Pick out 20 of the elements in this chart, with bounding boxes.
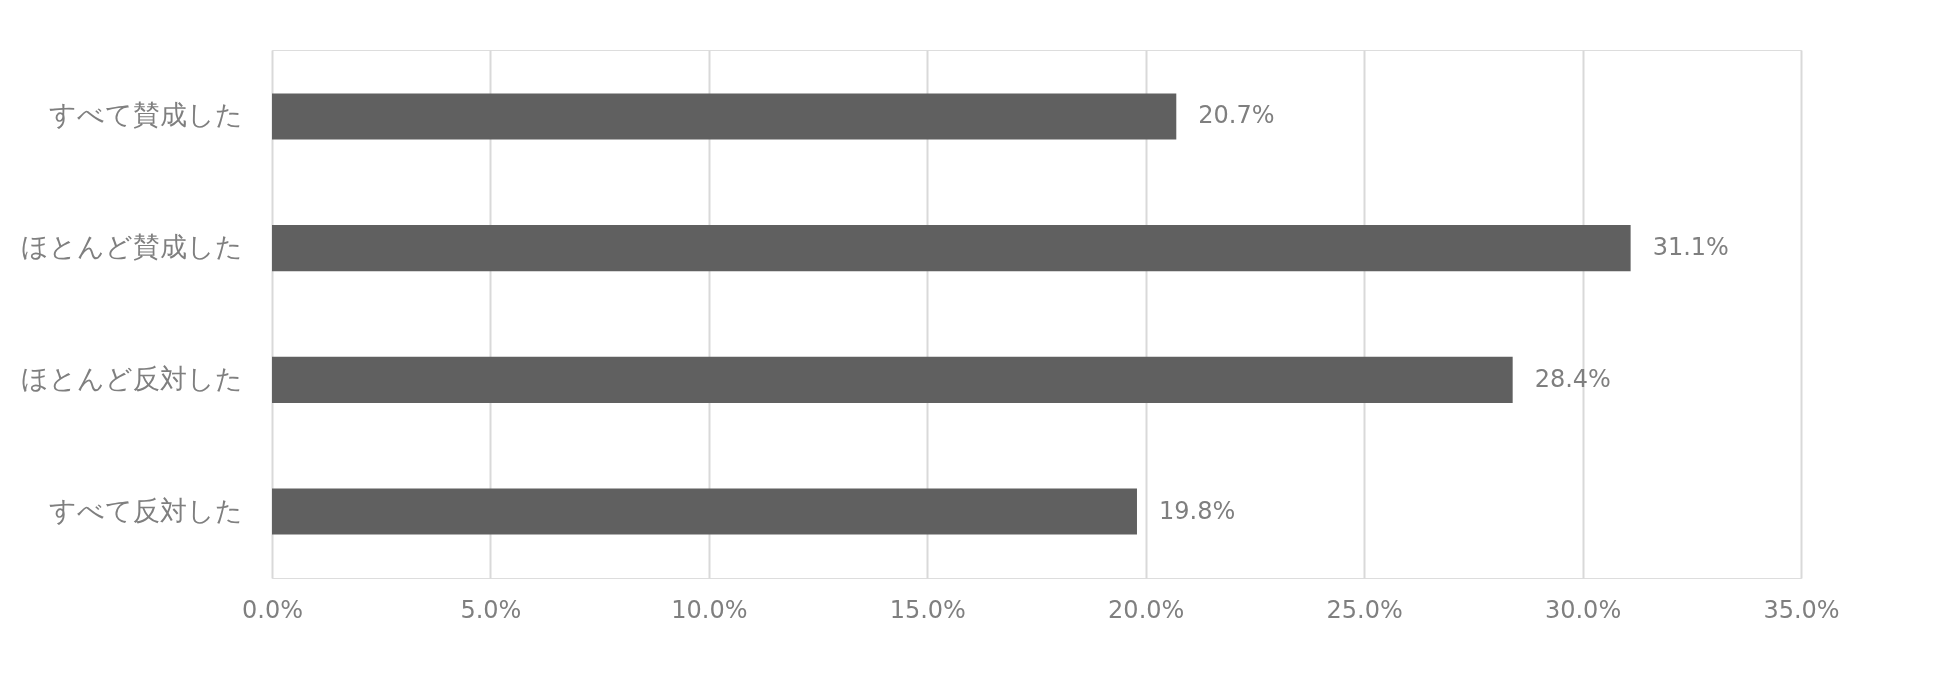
x-tick-label: 10.0% [671,595,748,624]
data-label: 19.8% [1158,496,1236,525]
y-tick-label: すべて反対した [48,494,243,526]
x-tick-label: 20.0% [1108,595,1185,624]
y-tick-label: すべて賛成した [48,99,243,131]
x-tick-label: 35.0% [1763,595,1840,624]
data-label: 31.1% [1652,233,1729,262]
x-tick-label: 15.0% [889,595,966,624]
y-tick-label: ほとんど反対した [20,362,243,394]
bar [272,356,1513,403]
bar [272,93,1177,140]
x-tick-label: 0.0% [242,595,303,624]
x-tick-label: 5.0% [460,595,522,624]
bar [272,225,1631,272]
x-tick-label: 25.0% [1326,595,1403,624]
y-tick-label: ほとんど賛成した [20,231,243,263]
x-tick-label: 30.0% [1544,595,1622,624]
data-label: 20.7% [1198,101,1275,130]
bar [272,488,1137,535]
data-label: 28.4% [1534,364,1611,393]
